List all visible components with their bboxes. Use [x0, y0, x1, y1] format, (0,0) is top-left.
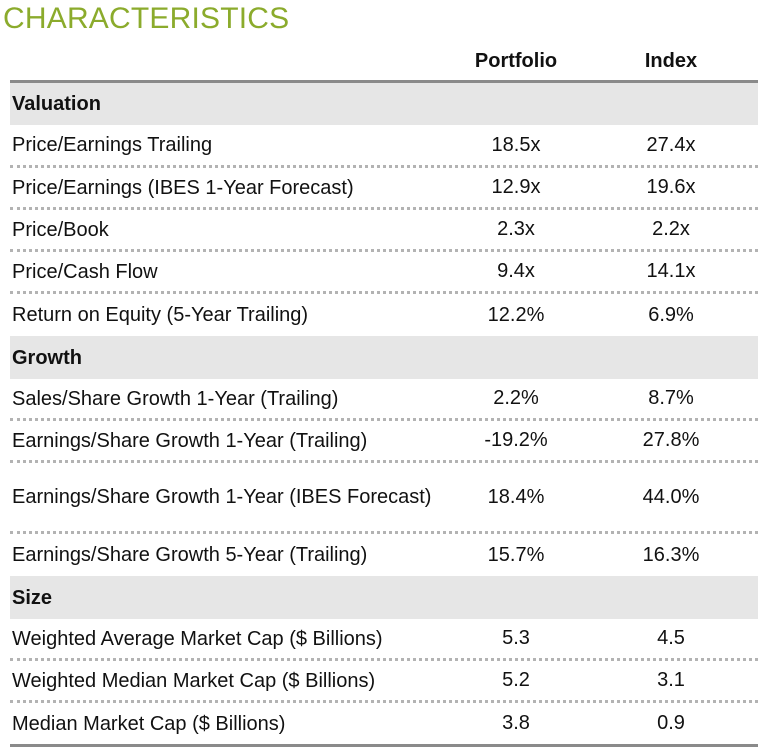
table-row: Sales/Share Growth 1-Year (Trailing) 2.2… [10, 379, 758, 421]
index-value: 27.8% [642, 429, 700, 451]
column-header-index: Index [644, 50, 698, 72]
index-value: 0.9 [657, 712, 685, 734]
portfolio-value: 12.2% [487, 303, 545, 326]
index-value: 3.1 [657, 669, 685, 691]
row-label: Earnings/Share Growth 1-Year (Trailing) [12, 429, 368, 452]
portfolio-value: 5.3 [502, 627, 530, 649]
row-label: Earnings/Share Growth 1-Year (IBES Forec… [12, 486, 432, 508]
index-value: 16.3% [642, 543, 700, 566]
page-title: CHARACTERISTICS [3, 2, 290, 35]
table-row: Price/Cash Flow 9.4x 14.1x [10, 252, 758, 294]
index-value: 14.1x [646, 260, 696, 282]
section-header-valuation: Valuation [10, 83, 758, 125]
index-value: 6.9% [648, 303, 694, 326]
table-row: Earnings/Share Growth 1-Year (Trailing) … [10, 421, 758, 463]
row-label: Price/Earnings (IBES 1-Year Forecast) [12, 176, 354, 199]
table-row: Weighted Median Market Cap ($ Billions) … [10, 661, 758, 703]
row-label: Earnings/Share Growth 5-Year (Trailing) [12, 544, 368, 566]
table-row: Price/Book 2.3x 2.2x [10, 210, 758, 252]
table-row: Earnings/Share Growth 5-Year (Trailing) … [10, 534, 758, 576]
table-row: Return on Equity (5-Year Trailing) 12.2%… [10, 294, 758, 336]
row-label: Median Market Cap ($ Billions) [12, 712, 286, 735]
row-label: Return on Equity (5-Year Trailing) [12, 304, 309, 326]
section-title: Size [12, 586, 53, 609]
portfolio-value: 2.3x [497, 218, 535, 240]
portfolio-value: 18.5x [491, 133, 541, 156]
index-value: 4.5 [657, 627, 685, 649]
table-row: Price/Earnings Trailing 18.5x 27.4x [10, 125, 758, 168]
portfolio-value: 15.7% [487, 543, 545, 566]
row-label: Price/Cash Flow [12, 260, 158, 283]
row-label: Price/Earnings Trailing [12, 134, 213, 156]
index-value: 19.6x [646, 176, 696, 198]
table-row: Price/Earnings (IBES 1-Year Forecast) 12… [10, 168, 758, 210]
row-label: Sales/Share Growth 1-Year (Trailing) [12, 387, 339, 410]
portfolio-value: 2.2% [493, 387, 539, 409]
row-label: Weighted Average Market Cap ($ Billions) [12, 627, 383, 650]
section-title: Growth [12, 346, 82, 369]
section-title: Valuation [12, 93, 101, 115]
portfolio-value: -19.2% [484, 429, 548, 451]
row-label: Price/Book [12, 218, 109, 241]
section-header-size: Size [10, 576, 758, 619]
index-value: 2.2x [652, 218, 690, 240]
table-top-rule [10, 80, 758, 83]
portfolio-value: 3.8 [502, 712, 530, 734]
table-row: Median Market Cap ($ Billions) 3.8 0.9 [10, 703, 758, 744]
portfolio-value: 12.9x [491, 176, 541, 198]
table-bottom-rule [10, 744, 758, 747]
portfolio-value: 9.4x [497, 260, 535, 282]
index-value: 44.0% [642, 485, 700, 508]
column-header-portfolio: Portfolio [474, 50, 558, 72]
table-row: Earnings/Share Growth 1-Year (IBES Forec… [10, 463, 758, 534]
index-value: 8.7% [648, 387, 694, 409]
index-value: 27.4x [646, 133, 696, 156]
portfolio-value: 5.2 [502, 669, 530, 691]
portfolio-value: 18.4% [487, 485, 545, 508]
row-label: Weighted Median Market Cap ($ Billions) [12, 669, 376, 692]
table-row: Weighted Average Market Cap ($ Billions)… [10, 619, 758, 661]
section-header-growth: Growth [10, 336, 758, 379]
